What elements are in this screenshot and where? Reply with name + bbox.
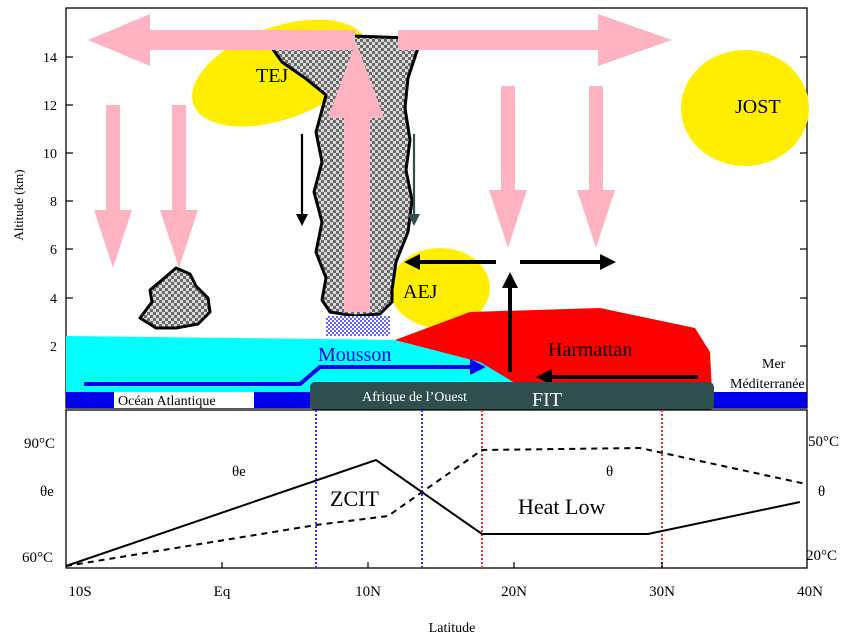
mer-label-line2: Méditerranée: [730, 377, 805, 392]
upper-outflow-east-arrow: [398, 14, 672, 66]
fit-label: FIT: [532, 389, 562, 411]
y-tick-12: 12: [43, 99, 57, 114]
ocean-label: Océan Atlantique: [118, 394, 216, 409]
theta-e-curve-label: θe: [232, 464, 246, 480]
right-tick-20c: 20°C: [806, 548, 837, 564]
y-tick-8: 8: [50, 195, 57, 210]
subsidence-arrow-1: [94, 105, 132, 268]
x-tick-eq: Eq: [214, 584, 231, 600]
x-tick-40n: 40N: [797, 584, 823, 600]
shallow-cloud: [138, 266, 212, 330]
jost-label: JOST: [735, 96, 781, 118]
theta-curve-label: θ: [606, 464, 613, 480]
y-tick-10: 10: [43, 147, 57, 162]
monsoon-layer: [66, 336, 530, 392]
upper-outflow-west-arrow: [88, 14, 355, 66]
harmattan-layer: [395, 308, 712, 392]
theta-e-curve: [65, 458, 801, 567]
mousson-label: Mousson: [318, 344, 391, 366]
x-tick-10s: 10S: [68, 584, 91, 600]
y-axis-label: Altitude (km): [11, 169, 26, 240]
mer-label-line1: Mer: [762, 357, 786, 372]
harmattan-arrow: [536, 369, 698, 385]
aej-divergence-arrows: [404, 254, 616, 372]
hadley-flow-arrows: [88, 14, 672, 312]
aej-jet: [390, 248, 490, 328]
bottom-panel: 90°C θe 60°C 50°C θ 20°C θe θ ZCIT Heat …: [22, 409, 839, 636]
heat-low-label: Heat Low: [518, 494, 605, 519]
y-tick-2: 2: [50, 340, 57, 355]
monsoon-arrow: [84, 359, 486, 386]
west-africa-land: [310, 382, 714, 410]
ocean-label-box: [114, 392, 254, 408]
y-tick-6: 6: [50, 243, 57, 258]
ocean-right: [712, 392, 807, 408]
left-tick-theta-e: θe: [40, 484, 54, 500]
aej-label: AEJ: [403, 281, 438, 303]
x-tick-10n: 10N: [355, 584, 381, 600]
tej-label: TEJ: [256, 65, 288, 87]
top-panel: 14 12 10 8 6 4 2 Altitude (km): [11, 7, 809, 411]
right-tick-50c: 50°C: [808, 434, 839, 450]
left-tick-90c: 90°C: [24, 436, 55, 452]
bottom-panel-frame: [65, 409, 808, 569]
right-tick-theta: θ: [818, 484, 825, 500]
y-tick-4: 4: [50, 292, 57, 307]
harmattan-label: Harmattan: [548, 339, 632, 361]
tower-side-arrows: [296, 134, 420, 226]
x-tick-30n: 30N: [649, 584, 675, 600]
theta-curve: [65, 446, 807, 567]
subsidence-arrow-2: [160, 105, 198, 268]
subsidence-arrow-4: [577, 86, 615, 248]
x-tick-20n: 20N: [501, 584, 527, 600]
left-tick-60c: 60°C: [22, 550, 53, 566]
ascent-arrow: [328, 42, 384, 312]
x-axis-label: Latitude: [429, 621, 476, 636]
subsidence-arrow-3: [489, 86, 527, 248]
latitude-ticks: [221, 562, 663, 568]
y-tick-14: 14: [43, 51, 57, 66]
tower-base-rain: [326, 316, 390, 336]
zcit-label: ZCIT: [330, 486, 379, 511]
afrique-label: Afrique de l’Ouest: [362, 390, 467, 405]
jost-jet: [681, 50, 809, 166]
